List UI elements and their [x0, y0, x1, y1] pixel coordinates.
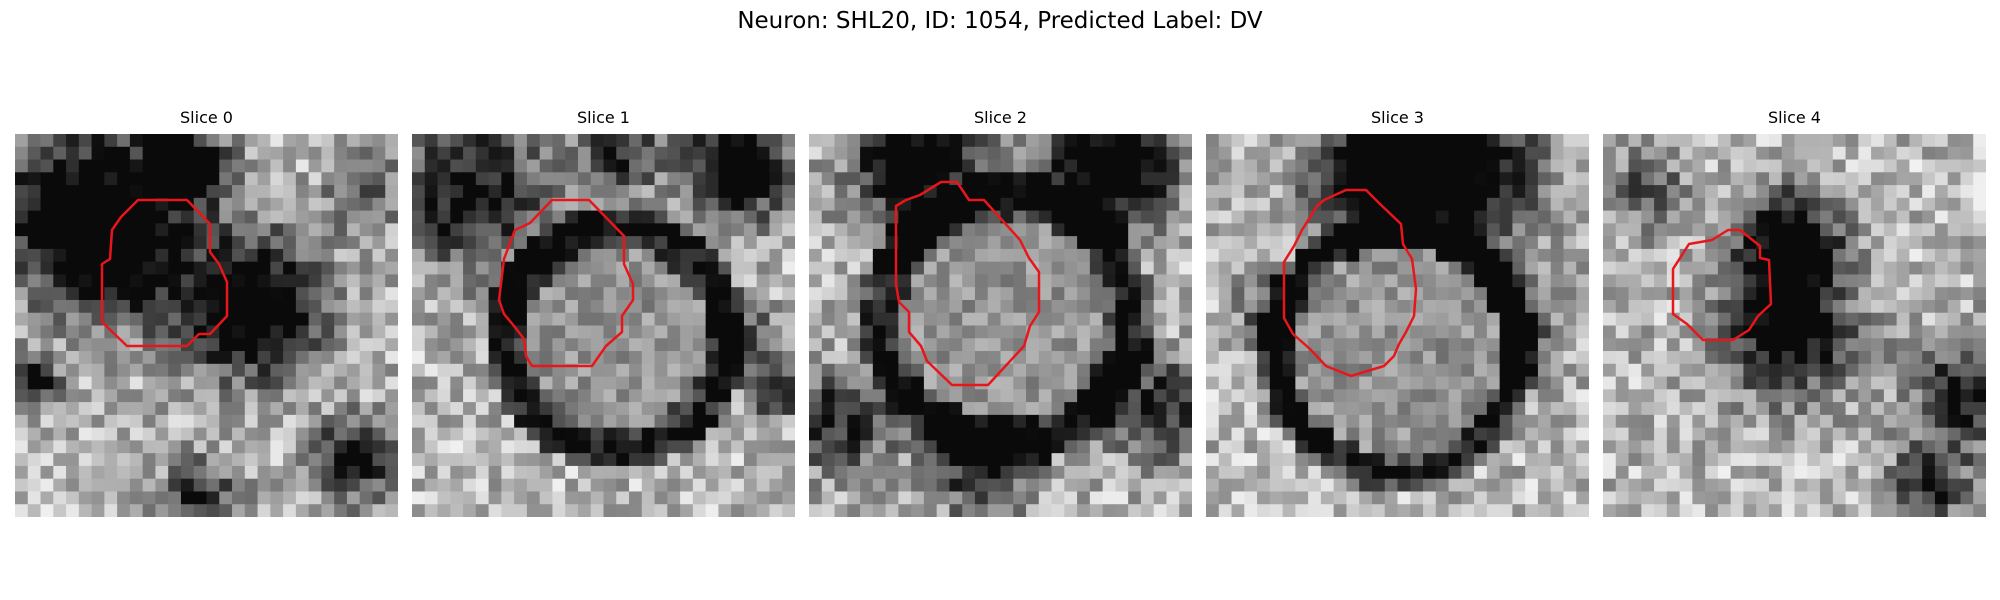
slice-title: Slice 0	[180, 108, 233, 127]
cell-contour	[497, 198, 635, 368]
slice-title: Slice 1	[577, 108, 630, 127]
slice-image-3	[1206, 134, 1589, 517]
slice-image-4	[1603, 134, 1986, 517]
cell-contour	[894, 180, 1041, 387]
cell-contour	[1282, 188, 1418, 378]
slice-image-1	[412, 134, 795, 517]
slice-image-2	[809, 134, 1192, 517]
slice-title: Slice 2	[974, 108, 1027, 127]
figure-title: Neuron: SHL20, ID: 1054, Predicted Label…	[737, 8, 1263, 34]
slice-title: Slice 3	[1371, 108, 1424, 127]
slice-image-0	[15, 134, 398, 517]
cell-contour	[100, 198, 229, 348]
cell-contour	[1671, 228, 1773, 342]
slice-title: Slice 4	[1768, 108, 1821, 127]
